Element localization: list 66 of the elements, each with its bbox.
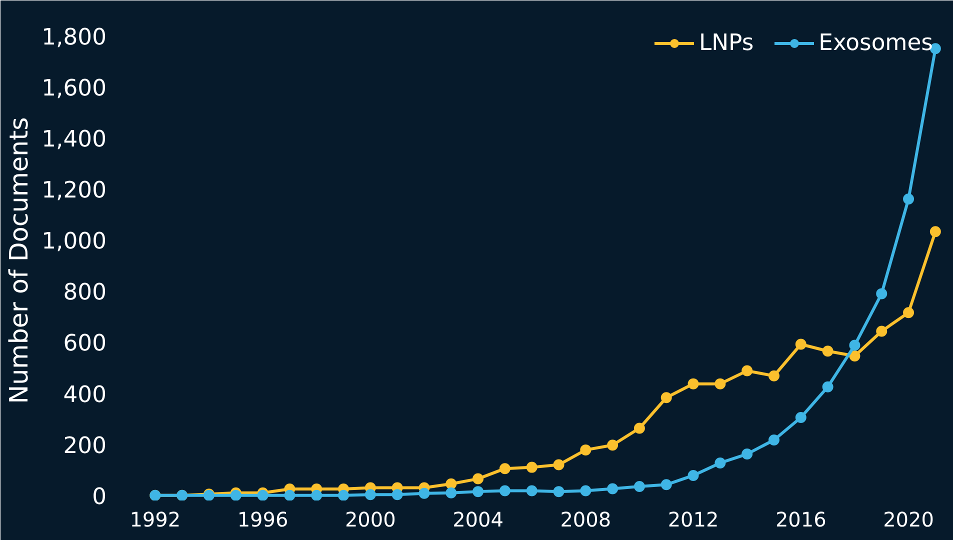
x-tick-label: 1992	[130, 508, 181, 532]
point	[849, 350, 860, 362]
point	[660, 392, 672, 404]
point	[634, 422, 645, 434]
x-tick-label: 2020	[883, 508, 934, 532]
y-tick-label: 1,200	[42, 178, 107, 204]
point	[742, 448, 753, 460]
point	[230, 490, 242, 500]
point	[795, 412, 806, 424]
point	[284, 490, 296, 500]
point	[849, 340, 860, 351]
point	[714, 378, 726, 390]
y-tick-label: 600	[63, 330, 107, 357]
point	[392, 489, 403, 500]
x-tick-label: 2000	[344, 508, 396, 532]
y-tick-label: 1,600	[42, 75, 107, 102]
point	[660, 479, 672, 490]
point	[607, 483, 618, 494]
point	[688, 378, 699, 390]
point	[257, 490, 268, 500]
x-tick-label: 1996	[237, 508, 288, 532]
point	[499, 485, 510, 496]
point	[553, 459, 564, 470]
point	[446, 487, 457, 498]
x-tick-label: 2008	[560, 508, 612, 532]
x-tick-label: 2004	[452, 508, 504, 532]
point	[472, 473, 484, 484]
point	[768, 434, 780, 446]
point	[364, 489, 376, 500]
point	[903, 307, 914, 318]
point	[714, 457, 726, 468]
y-axis-title: Number of Documents	[4, 117, 34, 404]
y-tick-label: 0	[92, 484, 107, 510]
point	[526, 462, 538, 473]
point	[822, 381, 834, 392]
y-tick-label: 800	[63, 280, 107, 306]
y-tick-label: 1,400	[42, 126, 107, 152]
point	[311, 490, 322, 500]
x-tick-label: 2012	[668, 508, 719, 532]
y-tick-label: 200	[63, 432, 107, 459]
point	[822, 346, 834, 357]
point	[876, 288, 888, 300]
point	[418, 488, 430, 499]
y-tick-label: 1,000	[42, 228, 107, 255]
point	[903, 193, 914, 204]
point	[634, 480, 645, 492]
point	[338, 490, 350, 500]
point	[795, 338, 806, 350]
legend-label: Exosomes	[818, 30, 933, 56]
point	[446, 478, 457, 490]
point	[499, 463, 510, 474]
legend-label: LNPs	[698, 30, 754, 56]
point	[742, 365, 753, 376]
point	[607, 440, 618, 451]
y-tick-label: 1,800	[42, 24, 107, 50]
point	[580, 444, 592, 456]
x-tick-label: 2016	[775, 508, 826, 532]
point	[580, 485, 592, 496]
point	[526, 485, 538, 496]
point	[876, 326, 888, 337]
point	[472, 486, 484, 498]
point	[688, 470, 699, 481]
point	[553, 486, 564, 498]
y-tick-label: 400	[63, 382, 107, 408]
point	[768, 370, 780, 382]
point	[930, 226, 941, 238]
